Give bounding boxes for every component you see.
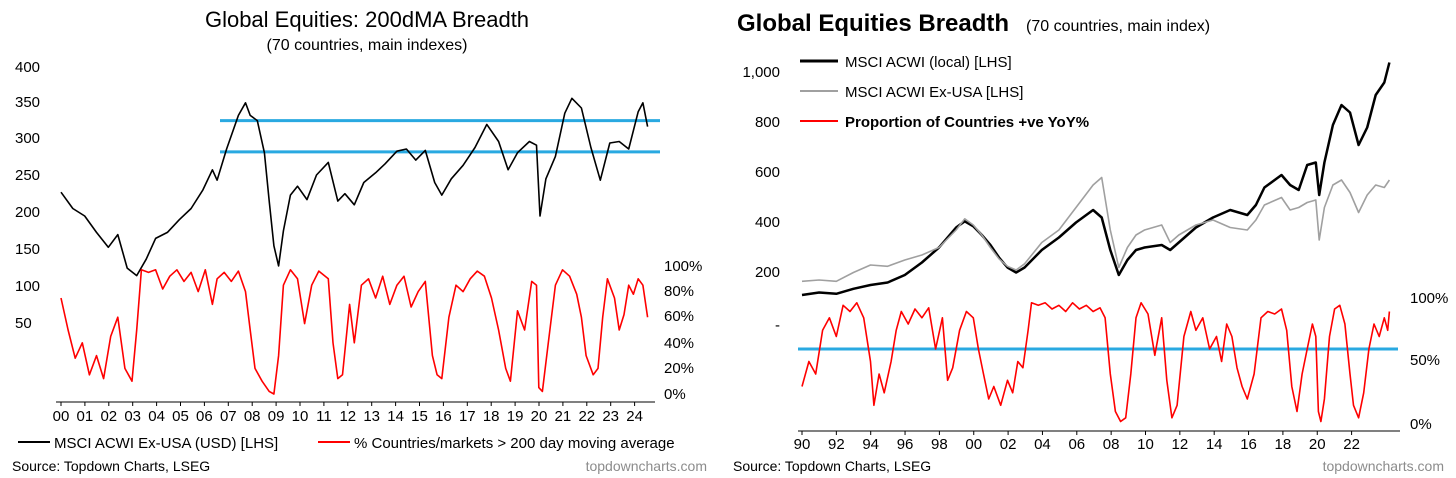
left-reference-lines <box>220 119 660 154</box>
right-series-line-gray <box>801 176 1391 283</box>
right-x-tick-label: 98 <box>931 436 948 453</box>
right-y-left-tick: 600 <box>755 164 780 181</box>
right-chart: Global Equities Breadth (70 countries, m… <box>733 10 1448 474</box>
left-x-tick-label: 23 <box>602 408 619 425</box>
right-y-axis-left: 1,000 800 600 400 200 - <box>742 64 780 334</box>
left-y-right-tick: 60% <box>664 308 694 325</box>
left-x-tick-label: 20 <box>531 408 548 425</box>
right-source-note: Source: Topdown Charts, LSEG <box>733 458 931 474</box>
right-x-tick-label: 18 <box>1275 436 1292 453</box>
left-legend-label-black: MSCI ACWI Ex-USA (USD) [LHS] <box>54 435 278 452</box>
left-x-tick-label: 21 <box>555 408 572 425</box>
right-x-tick-label: 02 <box>1000 436 1017 453</box>
left-x-tick-label: 08 <box>244 408 261 425</box>
left-legend-label-red: % Countries/markets > 200 day moving ave… <box>354 435 675 452</box>
left-chart-subtitle: (70 countries, main indexes) <box>267 37 468 54</box>
left-y-left-tick: 300 <box>15 130 40 147</box>
left-y-axis-right: 100% 80% 60% 40% 20% 0% <box>664 258 702 403</box>
right-x-tick-label: 92 <box>828 436 845 453</box>
right-y-axis-right: 100% 50% 0% <box>1410 290 1448 433</box>
left-x-tick-label: 16 <box>435 408 452 425</box>
right-x-tick-label: 90 <box>794 436 811 453</box>
left-x-tick-label: 07 <box>220 408 237 425</box>
right-legend-label-red: Proportion of Countries +ve YoY% <box>845 114 1089 131</box>
left-y-left-tick: 150 <box>15 241 40 258</box>
left-y-axis-left: 400 350 300 250 200 150 100 50 <box>15 59 40 332</box>
right-x-tick-label: 94 <box>862 436 879 453</box>
right-series-line-red <box>801 302 1391 423</box>
right-x-tick-label: 10 <box>1137 436 1154 453</box>
left-y-left-tick: 400 <box>15 59 40 76</box>
right-x-tick-label: 08 <box>1103 436 1120 453</box>
left-x-tick-label: 22 <box>578 408 595 425</box>
left-x-axis: 00 01 02 03 04 05 06 07 08 09 10 11 12 13 14 15 16 17 18 19… <box>53 401 655 425</box>
left-y-right-tick: 20% <box>664 360 694 377</box>
left-y-left-tick: 200 <box>15 204 40 221</box>
left-watermark: topdowncharts.com <box>586 458 707 474</box>
right-y-left-tick: 200 <box>755 264 780 281</box>
left-x-tick-label: 04 <box>148 408 165 425</box>
right-x-tick-label: 96 <box>897 436 914 453</box>
right-x-tick-label: 20 <box>1309 436 1326 453</box>
left-x-tick-label: 15 <box>411 408 428 425</box>
right-x-tick-label: 06 <box>1068 436 1085 453</box>
left-x-tick-label: 17 <box>459 408 476 425</box>
left-x-tick-label: 11 <box>316 408 332 425</box>
left-x-tick-label: 03 <box>124 408 141 425</box>
right-x-tick-label: 12 <box>1172 436 1189 453</box>
left-x-tick-label: 02 <box>100 408 117 425</box>
left-x-tick-label: 10 <box>292 408 309 425</box>
left-x-tick-label: 09 <box>268 408 285 425</box>
right-y-left-tick: 1,000 <box>742 64 780 81</box>
right-series-lines <box>801 62 1391 423</box>
left-series-lines <box>60 97 649 395</box>
right-y-left-tick: - <box>775 317 780 334</box>
left-source-note: Source: Topdown Charts, LSEG <box>12 458 210 474</box>
right-x-tick-label: 14 <box>1206 436 1223 453</box>
right-watermark: topdowncharts.com <box>1323 458 1444 474</box>
left-x-tick-label: 14 <box>387 408 404 425</box>
left-x-tick-label: 19 <box>507 408 524 425</box>
right-y-left-tick: 800 <box>755 114 780 131</box>
left-x-tick-label: 00 <box>53 408 70 425</box>
right-y-left-tick: 400 <box>755 214 780 231</box>
left-y-left-tick: 250 <box>15 167 40 184</box>
left-y-right-tick: 80% <box>664 283 694 300</box>
right-x-tick-label: 22 <box>1343 436 1360 453</box>
left-x-tick-label: 18 <box>483 408 500 425</box>
left-x-tick-label: 06 <box>196 408 213 425</box>
right-x-axis: 90 92 94 96 98 00 02 04 06 08 10 12 14 16 18 20 22 <box>794 430 1400 453</box>
left-x-tick-label: 01 <box>77 408 94 425</box>
right-chart-subtitle: (70 countries, main index) <box>1026 18 1210 35</box>
left-x-tick-label: 12 <box>339 408 356 425</box>
right-y-right-tick: 50% <box>1410 352 1440 369</box>
left-y-right-tick: 0% <box>664 386 686 403</box>
left-x-tick-label: 13 <box>363 408 380 425</box>
left-x-tick-label: 05 <box>172 408 189 425</box>
right-chart-title: Global Equities Breadth <box>737 10 1009 37</box>
right-legend-label-black: MSCI ACWI (local) [LHS] <box>845 54 1012 71</box>
right-x-tick-label: 16 <box>1240 436 1257 453</box>
left-y-left-tick: 100 <box>15 278 40 295</box>
left-y-left-tick: 350 <box>15 94 40 111</box>
left-series-line-black <box>60 97 649 277</box>
right-y-right-tick: 0% <box>1410 416 1432 433</box>
right-x-tick-label: 00 <box>965 436 982 453</box>
right-y-right-tick: 100% <box>1410 290 1448 307</box>
left-chart-title: Global Equities: 200dMA Breadth <box>205 7 529 32</box>
left-x-tick-label: 24 <box>626 408 643 425</box>
left-y-right-tick: 100% <box>664 258 702 275</box>
left-chart: Global Equities: 200dMA Breadth (70 coun… <box>12 7 707 474</box>
left-y-right-tick: 40% <box>664 335 694 352</box>
left-y-left-tick: 50 <box>15 315 32 332</box>
right-series-line-black <box>801 62 1391 297</box>
left-series-line-red <box>60 269 649 395</box>
right-x-tick-label: 04 <box>1034 436 1051 453</box>
right-legend-label-gray: MSCI ACWI Ex-USA [LHS] <box>845 84 1023 101</box>
